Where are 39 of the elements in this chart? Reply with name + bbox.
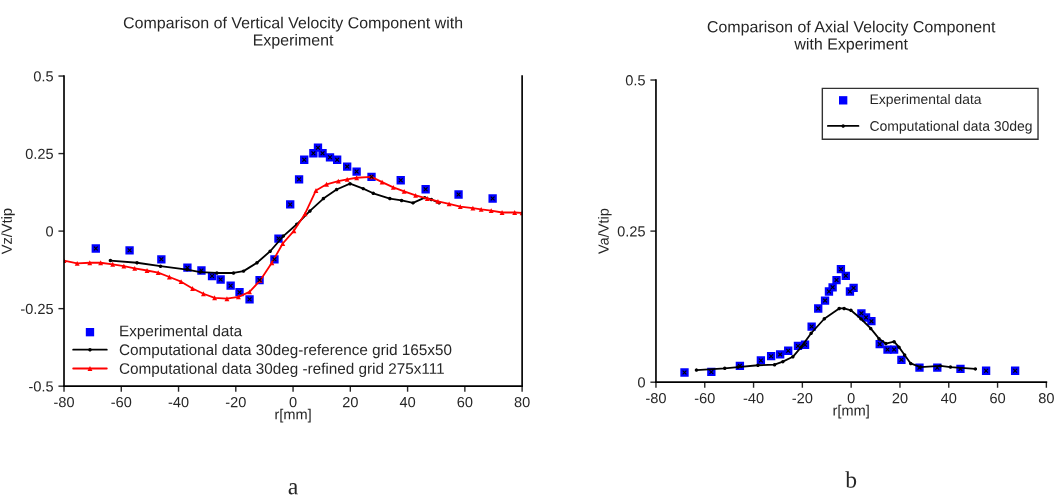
x-tick-label: -60 xyxy=(694,392,715,404)
y-tick-label: -0.5 xyxy=(29,381,53,392)
y-axis-title: Va/Vtip xyxy=(598,208,612,255)
x-tick-label: 60 xyxy=(990,392,1006,404)
x-tick-label: -40 xyxy=(168,396,189,408)
legend-label: Computational data 30deg xyxy=(870,120,1032,134)
y-tick-label: 0 xyxy=(46,226,54,237)
legend-label: Computational data 30deg -refined grid 275x111 xyxy=(119,362,444,377)
x-tick-label: -20 xyxy=(792,392,813,404)
chart-title: Comparison of Vertical Velocity Component with Experiment xyxy=(123,16,463,49)
x-tick-label: 0 xyxy=(289,396,297,408)
x-tick-label: 0 xyxy=(847,392,855,404)
y-tick-label: 0.5 xyxy=(625,75,645,86)
x-tick-label: -80 xyxy=(54,396,74,408)
y-tick-label: 0.25 xyxy=(617,226,645,237)
x-tick-label: 20 xyxy=(342,396,358,408)
y-tick-label: 0 xyxy=(638,377,645,388)
legend-label: Experimental data xyxy=(120,325,243,340)
chart-title: Comparison of Axial Velocity Component with Experiment xyxy=(707,20,996,53)
x-axis-title: r[mm] xyxy=(275,408,311,423)
x-tick-label: 80 xyxy=(514,396,530,408)
y-axis-title: Vz/Vtip xyxy=(1,208,15,255)
x-axis-title: r[mm] xyxy=(833,404,869,419)
x-tick-label: 80 xyxy=(1038,392,1054,404)
y-tick-label: 0.5 xyxy=(33,71,53,82)
legend-label: Experimental data xyxy=(870,93,982,107)
x-tick-label: 40 xyxy=(399,396,416,408)
text: b xyxy=(845,471,857,488)
x-tick-label: -40 xyxy=(743,392,764,404)
x-tick-label: -80 xyxy=(646,392,666,404)
y-tick-label: -0.25 xyxy=(21,303,53,315)
x-tick-label: 60 xyxy=(457,396,473,408)
legend-label: Computational data 30deg-reference grid 165x50 xyxy=(119,343,452,359)
x-tick-label: -60 xyxy=(111,396,132,408)
text: a xyxy=(288,483,298,495)
y-tick-label: 0.25 xyxy=(25,148,53,159)
x-tick-label: 20 xyxy=(892,392,908,404)
x-tick-label: 40 xyxy=(940,392,957,404)
x-tick-label: -20 xyxy=(225,396,246,408)
